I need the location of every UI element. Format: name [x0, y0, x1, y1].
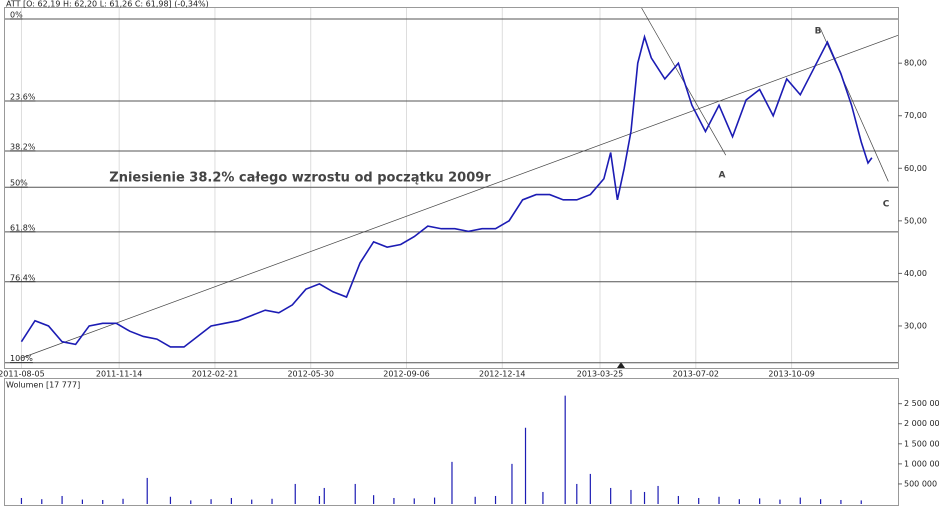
- volume-bar: [759, 498, 761, 504]
- x-tick-label: 2011-08-05: [0, 370, 45, 379]
- fib-label: 23.6%: [10, 93, 36, 102]
- price-line: [20, 34, 873, 348]
- x-tick-label: 2012-05-30: [287, 370, 334, 379]
- x-tick-label: 2013-03-25: [577, 370, 624, 379]
- volume-bar: [354, 483, 356, 504]
- trend-line: [21, 35, 899, 359]
- fib-label: 0%: [10, 11, 23, 20]
- chart-title: ATT [O: 62,19 H: 62,20 L: 61,26 C: 61,98…: [6, 0, 209, 9]
- fib-label: 61.8%: [10, 223, 36, 232]
- price-frame: [4, 7, 899, 369]
- x-tick-label: 2012-12-14: [479, 370, 526, 379]
- marker: [617, 362, 625, 368]
- y-tick-label: 2 500 000: [904, 399, 940, 408]
- volume-bar: [318, 495, 321, 504]
- fib-label: 50%: [10, 179, 28, 188]
- volume-title: Wolumen [17 777]: [6, 381, 80, 390]
- volume-bar: [779, 499, 781, 504]
- volume-bar: [122, 498, 124, 504]
- volume-bar: [657, 485, 659, 504]
- x-tick-label: 2011-11-14: [96, 370, 143, 379]
- y-tick-label: 40,00: [904, 269, 927, 278]
- volume-bar: [718, 496, 720, 504]
- y-tick-label: 60,00: [904, 164, 927, 173]
- y-tick-label: 30,00: [904, 321, 927, 330]
- x-tick-label: 2012-09-06: [383, 370, 430, 379]
- volume-bar: [840, 499, 842, 504]
- volume-bar: [799, 497, 801, 504]
- fib-label: 100%: [10, 354, 33, 363]
- annotation: A: [719, 171, 726, 181]
- volume-bar: [61, 495, 63, 504]
- volume-bar: [433, 497, 436, 504]
- volume-bar: [576, 483, 578, 504]
- y-tick-label: 70,00: [904, 111, 927, 120]
- annotation: B: [815, 27, 822, 37]
- volume-bar: [738, 499, 740, 504]
- volume-bar: [820, 499, 822, 504]
- volume-bar: [643, 491, 646, 504]
- volume-bar: [860, 500, 862, 504]
- volume-bar: [564, 395, 566, 504]
- volume-bar: [373, 495, 375, 504]
- x-tick-label: 2012-02-21: [192, 370, 239, 379]
- volume-bar: [474, 496, 476, 504]
- y-tick-label: 1 500 000: [904, 439, 940, 448]
- fib-label: 38.2%: [10, 142, 36, 151]
- volume-bar: [81, 499, 83, 504]
- annotation: C: [883, 200, 890, 210]
- volume-bar: [323, 487, 325, 504]
- y-tick-label: 50,00: [904, 216, 927, 225]
- volume-bar: [169, 496, 172, 504]
- annotation: Zniesienie 38.2% całego wzrostu od począ…: [109, 171, 491, 186]
- volume-bar: [698, 497, 700, 504]
- x-tick-label: 2013-07-02: [673, 370, 720, 379]
- volume-bar: [146, 477, 148, 504]
- volume-bar: [511, 463, 513, 504]
- volume-bar: [190, 500, 192, 504]
- x-tick-label: 2013-10-09: [768, 370, 815, 379]
- volume-bar: [542, 491, 544, 504]
- volume-bar: [393, 497, 395, 504]
- volume-bar: [524, 427, 527, 504]
- volume-bar: [451, 461, 453, 504]
- volume-bar: [251, 499, 253, 504]
- y-tick-label: 500 000: [904, 479, 937, 488]
- y-tick-label: 80,00: [904, 59, 927, 68]
- volume-bar: [610, 487, 612, 504]
- y-tick-label: 1 000 000: [904, 459, 940, 468]
- volume-bar: [630, 489, 632, 504]
- volume-bar: [271, 498, 273, 504]
- volume-bar: [677, 495, 679, 504]
- volume-bar: [41, 499, 43, 504]
- fib-label: 76.4%: [10, 273, 36, 282]
- volume-frame: [4, 378, 899, 506]
- volume-bar: [230, 497, 232, 504]
- volume-bar: [294, 483, 296, 504]
- volume-bar: [589, 473, 591, 504]
- y-tick-label: 2 000 000: [904, 419, 940, 428]
- volume-bar: [20, 497, 23, 504]
- volume-bar: [413, 498, 415, 504]
- volume-bar: [494, 495, 497, 504]
- volume-bar: [210, 499, 212, 504]
- volume-bar: [102, 499, 104, 504]
